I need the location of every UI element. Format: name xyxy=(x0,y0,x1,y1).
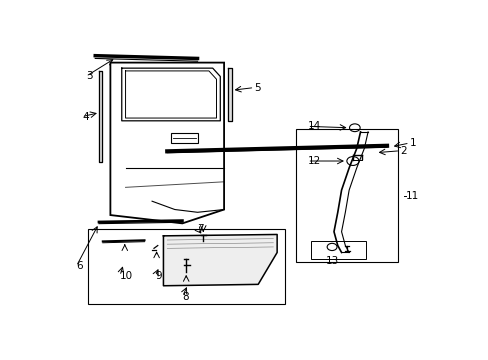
Text: 1: 1 xyxy=(409,138,416,148)
Text: 4: 4 xyxy=(82,112,88,122)
Text: 14: 14 xyxy=(307,121,320,131)
Text: 5: 5 xyxy=(254,82,261,93)
Text: 10: 10 xyxy=(120,271,133,281)
Polygon shape xyxy=(99,71,102,162)
Text: 6: 6 xyxy=(76,261,83,271)
Bar xyxy=(171,133,197,143)
Text: 11: 11 xyxy=(405,191,418,201)
Text: 7: 7 xyxy=(197,224,204,234)
Bar xyxy=(87,229,284,304)
Polygon shape xyxy=(163,234,277,286)
Text: 12: 12 xyxy=(307,156,320,166)
Text: 13: 13 xyxy=(325,256,338,266)
Text: 9: 9 xyxy=(155,271,162,281)
Text: 3: 3 xyxy=(85,72,92,81)
Polygon shape xyxy=(227,68,232,121)
Bar xyxy=(311,240,366,260)
Bar xyxy=(296,129,398,262)
Text: 2: 2 xyxy=(400,146,406,156)
Text: 8: 8 xyxy=(182,292,189,302)
